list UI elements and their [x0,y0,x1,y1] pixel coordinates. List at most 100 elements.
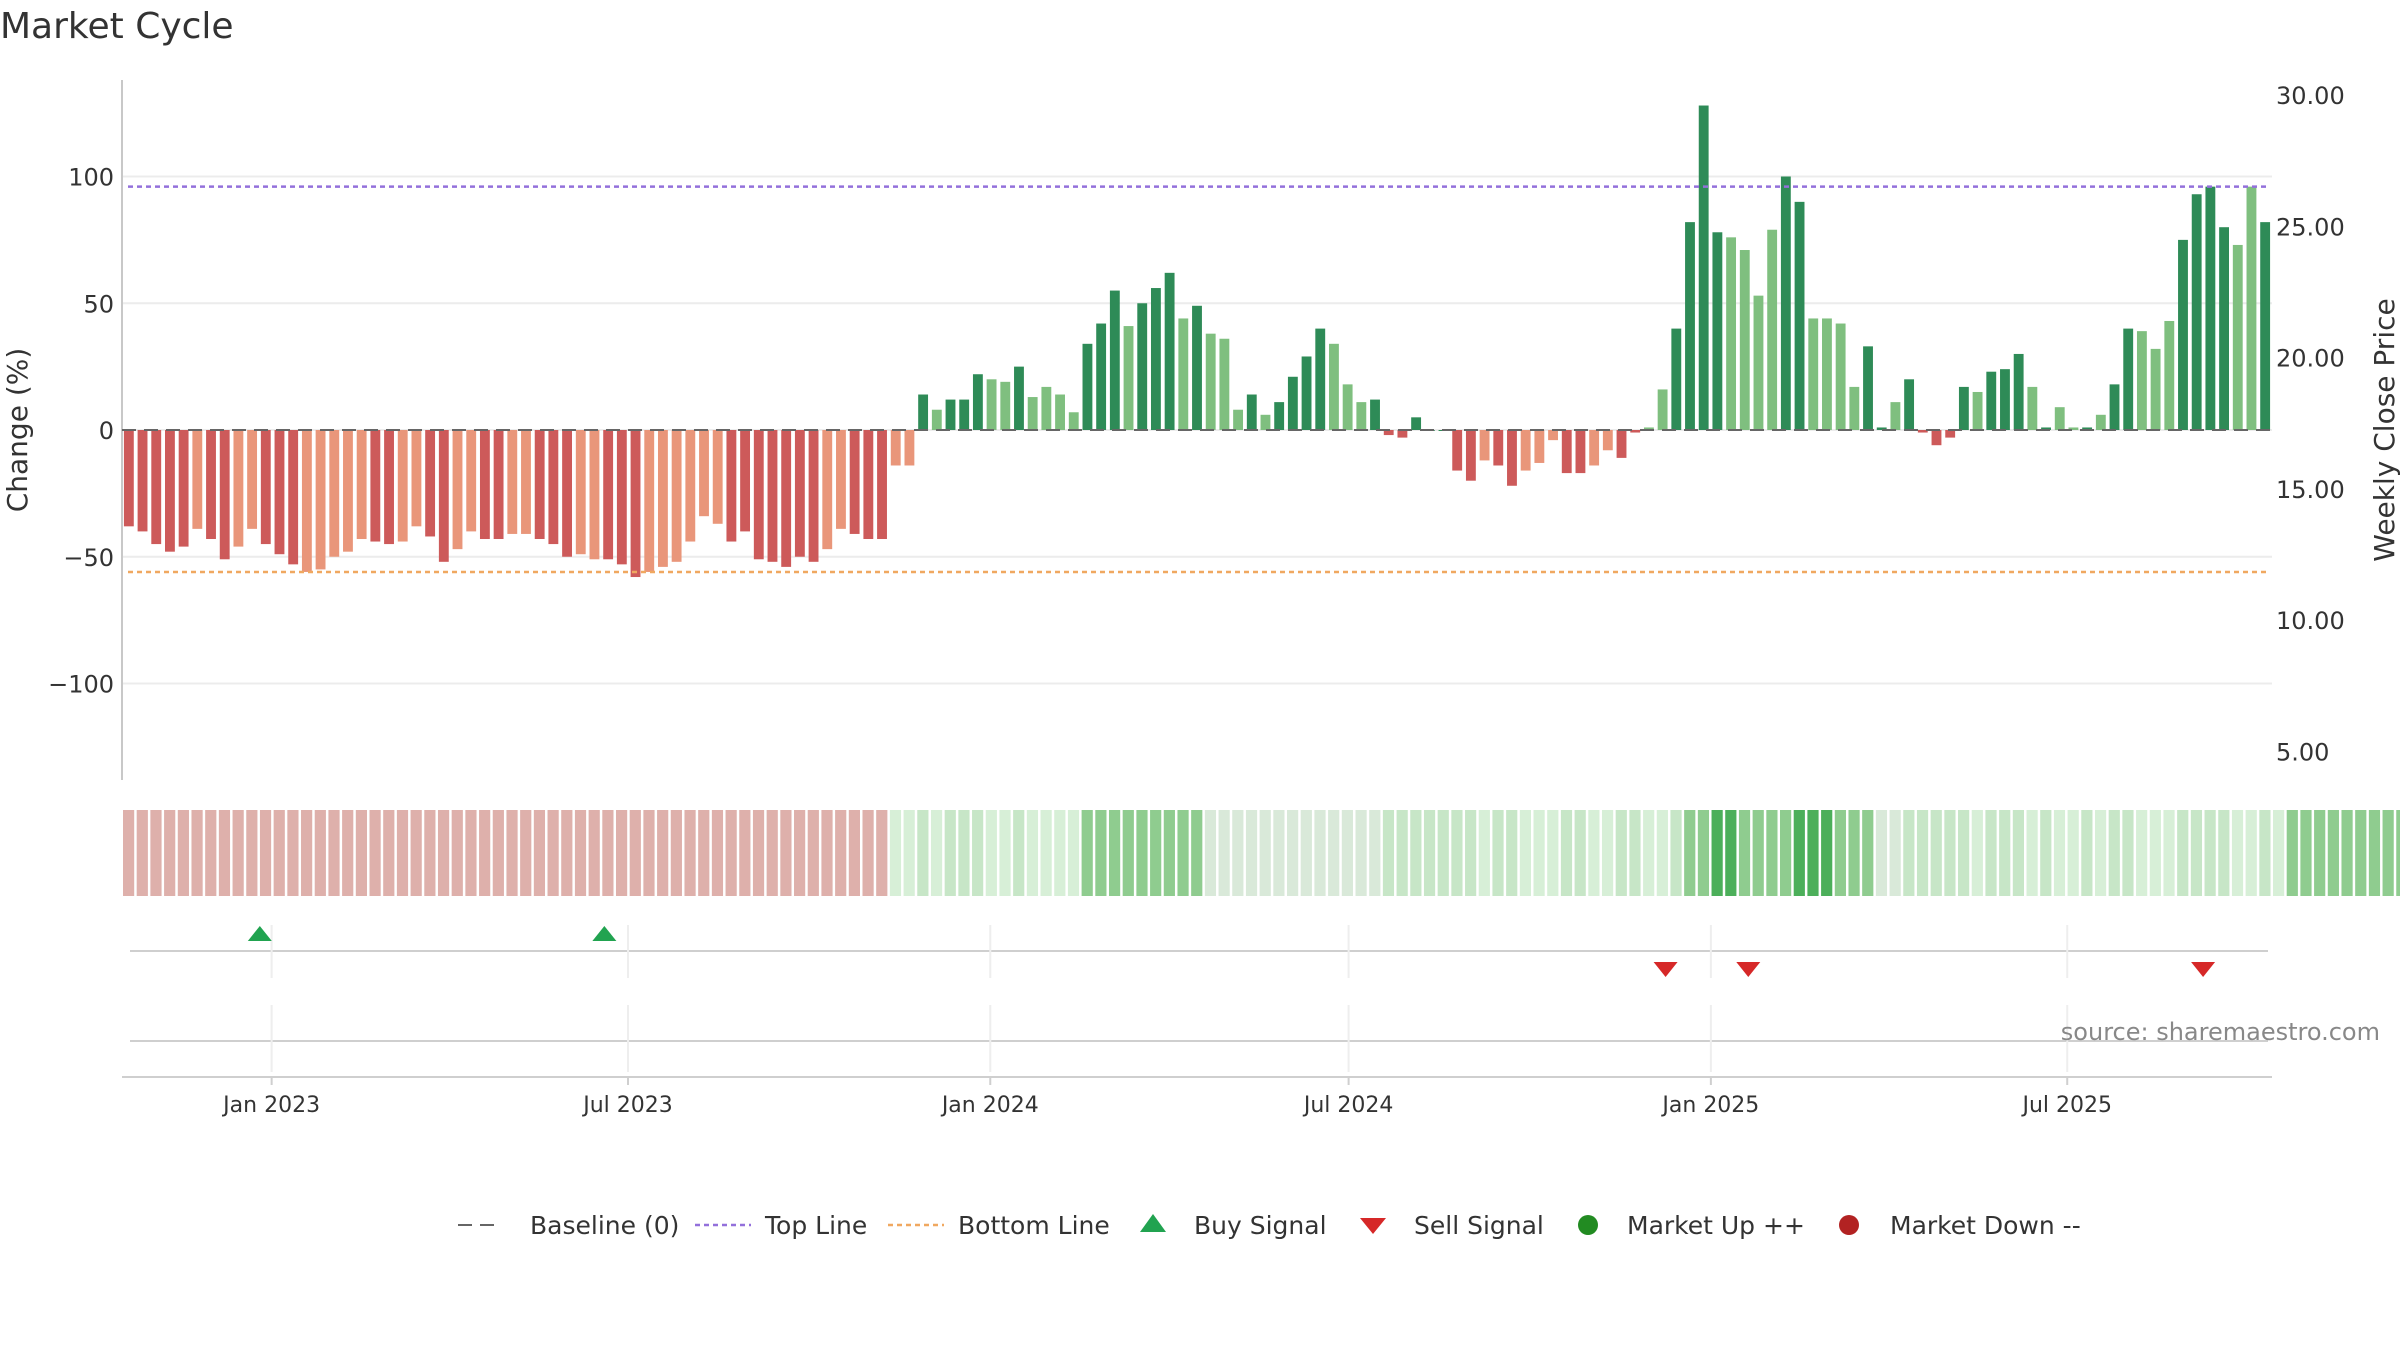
bar [1808,318,1819,430]
y2-axis-label: Weekly Close Price [2368,298,2400,561]
bar [2191,194,2202,430]
bar [2178,239,2188,430]
bar [671,430,682,562]
bar [2068,427,2079,430]
heat-cell [972,810,984,896]
heat-cell [1519,810,1532,896]
bars [123,105,2271,578]
heat-cell [848,810,860,896]
buy-signal-marker [592,926,617,941]
bar [1753,295,1764,430]
heat-cell [1396,810,1408,896]
y-tick-label: −50 [63,544,114,572]
bar [945,399,956,430]
heat-cell [314,810,326,896]
heat-cell [1862,810,1874,896]
bar [548,430,559,545]
bar [1465,430,1476,481]
bar [315,430,326,570]
heat-cell [1067,810,1080,896]
heat-cell [547,810,559,896]
legend: Baseline (0) Top Line Bottom Line Buy Signa… [458,1211,2081,1240]
bar [2054,407,2065,430]
bar [479,430,490,540]
x-tick-label: Jul 2024 [1302,1093,1394,1118]
heat-cell [1095,810,1107,896]
bar [425,430,436,537]
bar [1685,222,1695,430]
bar [2232,244,2243,430]
heat-cell [1684,810,1696,896]
heat-cell [1478,810,1490,896]
heat-cell [1889,810,1901,896]
bar [1561,430,1572,474]
bar [247,430,258,529]
heat-cell [930,810,943,896]
bar [1958,386,1969,430]
heat-cell [2341,810,2353,896]
bar [822,430,833,550]
reference-lines [122,185,2272,574]
heat-cell [136,810,148,896]
bar [2260,222,2271,430]
heat-cell [711,810,724,896]
heat-cell [1191,810,1203,896]
heat-cell [1985,810,1997,896]
legend-label: Market Up ++ [1627,1211,1805,1240]
axes: 100 50 0 −50 −100 30.00 25.00 20.00 15.00 10.00 5.… [48,80,2345,780]
bar [644,430,655,572]
heat-cell [1629,810,1641,896]
bar [384,430,394,545]
heat-cell [725,810,737,896]
heat-cell [1738,810,1751,896]
bar [1945,430,1956,438]
bar [1726,237,1737,430]
heat-cell [1903,810,1915,896]
legend-buy-icon [1140,1214,1166,1232]
heat-cell [1465,810,1477,896]
y-tick-label: 100 [68,164,114,192]
heat-cell [794,810,806,896]
bar [1233,409,1244,430]
heat-cell [876,810,888,896]
bar [1027,397,1038,430]
legend-label: Bottom Line [958,1211,1110,1240]
bar [1287,376,1298,430]
heat-cell [506,810,518,896]
bar [657,430,668,567]
bar [1356,402,1367,430]
bar [863,430,874,540]
heat-cell [917,810,929,896]
bar [1055,394,1065,430]
heat-cell [2286,810,2298,896]
bar [1068,412,1079,430]
heat-cell [1328,810,1340,896]
bar [123,430,134,527]
x-tick-label: Jul 2025 [2020,1093,2112,1118]
bar [438,430,449,562]
heat-cell [1273,810,1285,896]
heat-cell [342,810,354,896]
heat-cell [615,810,628,896]
bar [1589,430,1600,466]
heat-cell [1588,810,1600,896]
heat-cell [492,810,504,896]
heat-cell [2314,810,2326,896]
bar [1698,105,1709,431]
heat-cell [259,810,272,896]
bar [1780,176,1791,430]
bar [1452,430,1463,471]
heat-cell [2026,810,2038,896]
heat-cell [1971,810,1983,896]
legend-down-icon [1839,1215,1859,1235]
heat-cell [670,810,682,896]
bar [411,430,422,527]
bar [1794,201,1805,430]
bar [781,430,792,567]
heat-cell [2355,810,2367,896]
bar [2164,320,2175,430]
bar [1192,305,1202,430]
bar [1014,366,1024,430]
y2-tick-label: 15.00 [2276,476,2345,504]
heat-cell [1369,810,1381,896]
